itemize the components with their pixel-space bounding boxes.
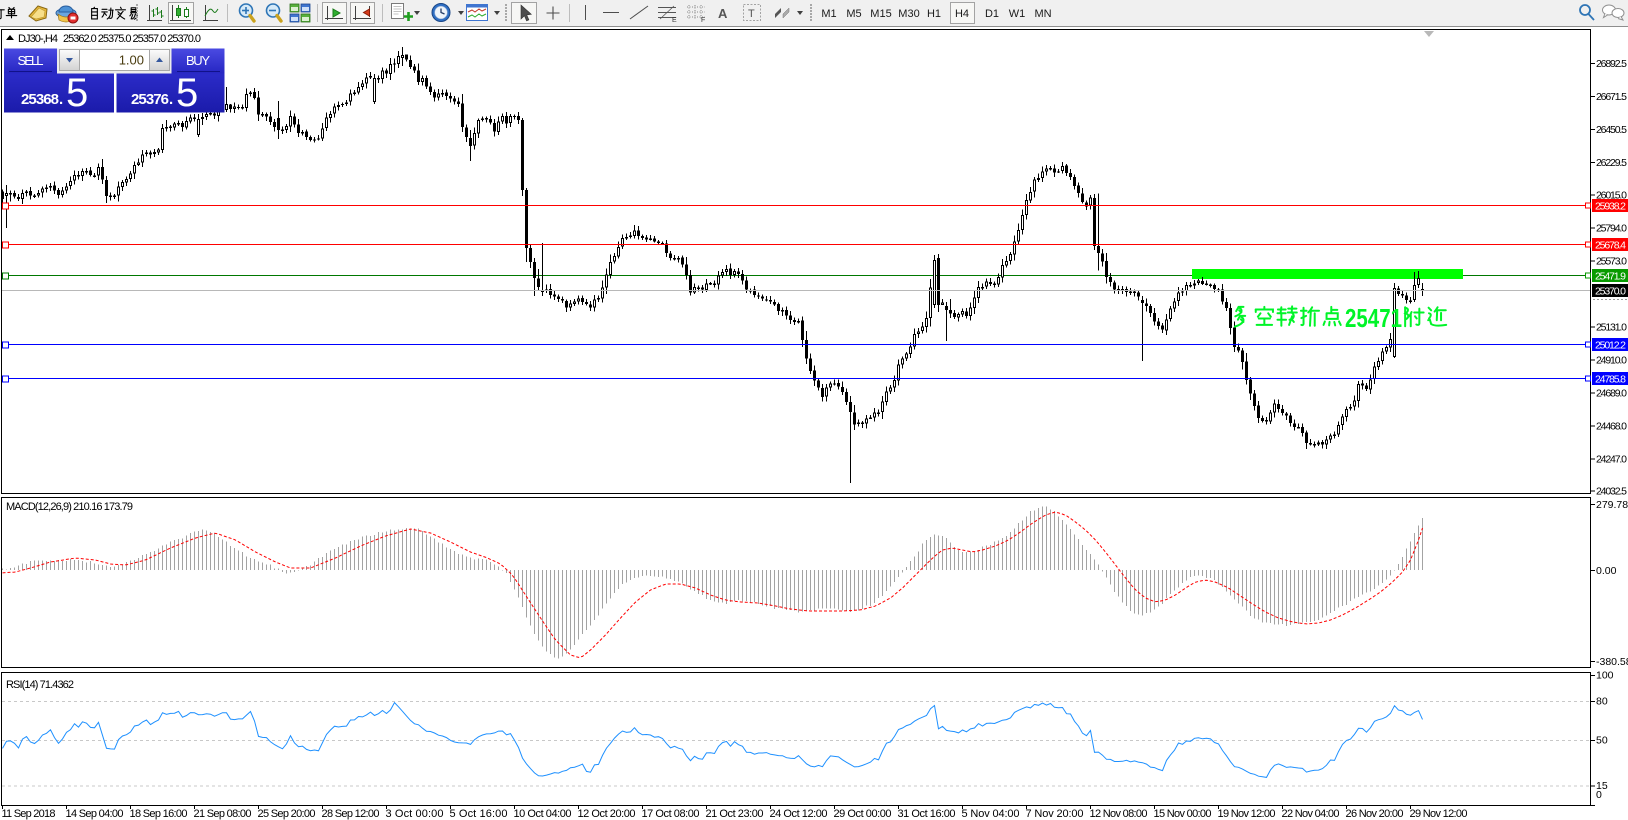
svg-text:DJ30-,H4: DJ30-,H4 (18, 33, 58, 45)
svg-text:T: T (748, 8, 755, 20)
svg-text:MN: MN (1034, 8, 1051, 20)
svg-text:279.78: 279.78 (1596, 499, 1628, 511)
svg-text:25678.4: 25678.4 (1595, 240, 1626, 252)
svg-text:19 Nov 12:00: 19 Nov 12:00 (1218, 808, 1276, 820)
svg-text:E: E (672, 17, 677, 24)
svg-text:25938.2: 25938.2 (1595, 201, 1626, 213)
svg-text:21 Sep 08:00: 21 Sep 08:00 (194, 808, 252, 820)
svg-text:80: 80 (1596, 696, 1608, 708)
svg-text:24468.0: 24468.0 (1596, 421, 1627, 433)
svg-text:D1: D1 (985, 8, 999, 20)
svg-text:A: A (718, 6, 728, 21)
svg-text:F: F (701, 17, 705, 24)
svg-text:W1: W1 (1009, 8, 1026, 20)
svg-text:24 Oct 12:00: 24 Oct 12:00 (770, 808, 828, 820)
svg-text:28 Sep 12:00: 28 Sep 12:00 (322, 808, 380, 820)
svg-text:MACD(12,26,9) 210.16 173.79: MACD(12,26,9) 210.16 173.79 (6, 501, 133, 513)
svg-text:7 Nov 20:00: 7 Nov 20:00 (1026, 808, 1084, 820)
svg-text:M30: M30 (898, 8, 919, 20)
svg-text:25362.0 25375.0 25357.0 25370.: 25362.0 25375.0 25357.0 25370.0 (63, 33, 201, 45)
svg-text:24910.0: 24910.0 (1596, 355, 1627, 367)
svg-text:24032.5: 24032.5 (1596, 486, 1627, 498)
svg-text:.: . (59, 91, 63, 108)
svg-text:25794.0: 25794.0 (1596, 222, 1627, 234)
svg-text:26892.5: 26892.5 (1596, 58, 1627, 70)
svg-text:50: 50 (1596, 735, 1608, 747)
svg-text:5 Oct 16:00: 5 Oct 16:00 (450, 808, 508, 820)
svg-text:12 Nov 08:00: 12 Nov 08:00 (1090, 808, 1148, 820)
svg-text:1.00: 1.00 (119, 53, 144, 68)
svg-text:5: 5 (176, 71, 198, 115)
svg-text:26 Nov 20:00: 26 Nov 20:00 (1346, 808, 1404, 820)
svg-text:M15: M15 (870, 8, 891, 20)
svg-text:14 Sep 04:00: 14 Sep 04:00 (66, 808, 124, 820)
svg-text:22 Nov 04:00: 22 Nov 04:00 (1282, 808, 1340, 820)
svg-text:26671.5: 26671.5 (1596, 91, 1627, 103)
svg-text:.: . (169, 91, 173, 108)
svg-text:25471: 25471 (1345, 303, 1402, 333)
svg-text:26450.5: 26450.5 (1596, 124, 1627, 136)
svg-text:24785.8: 24785.8 (1595, 374, 1626, 386)
svg-text:25471.9: 25471.9 (1595, 271, 1626, 283)
svg-text:25 Sep 20:00: 25 Sep 20:00 (258, 808, 316, 820)
svg-text:M1: M1 (821, 8, 836, 20)
svg-text:24689.0: 24689.0 (1596, 388, 1627, 400)
svg-text:25012.2: 25012.2 (1595, 340, 1626, 352)
svg-text:-380.58: -380.58 (1596, 656, 1628, 668)
svg-text:24247.0: 24247.0 (1596, 454, 1627, 466)
svg-text:25368: 25368 (21, 91, 59, 108)
svg-text:31 Oct 16:00: 31 Oct 16:00 (898, 808, 956, 820)
svg-text:RSI(14) 71.4362: RSI(14) 71.4362 (6, 679, 74, 691)
svg-text:0: 0 (1596, 789, 1602, 801)
svg-text:10 Oct 04:00: 10 Oct 04:00 (514, 808, 572, 820)
svg-text:15 Nov 00:00: 15 Nov 00:00 (1154, 808, 1212, 820)
svg-text:21 Oct 23:00: 21 Oct 23:00 (706, 808, 764, 820)
svg-text:5: 5 (66, 71, 88, 115)
svg-text:5 Nov 04:00: 5 Nov 04:00 (962, 808, 1020, 820)
svg-text:26229.5: 26229.5 (1596, 157, 1627, 169)
svg-text:SELL: SELL (18, 53, 44, 68)
svg-text:BUY: BUY (186, 53, 210, 68)
svg-text:29 Oct 00:00: 29 Oct 00:00 (834, 808, 892, 820)
svg-text:17 Oct 08:00: 17 Oct 08:00 (642, 808, 700, 820)
svg-text:15: 15 (1596, 780, 1608, 792)
svg-text:12 Oct 20:00: 12 Oct 20:00 (578, 808, 636, 820)
svg-text:H1: H1 (927, 8, 941, 20)
svg-text:29 Nov 12:00: 29 Nov 12:00 (1410, 808, 1468, 820)
svg-text:25573.0: 25573.0 (1596, 255, 1627, 267)
svg-text:11 Sep 2018: 11 Sep 2018 (2, 808, 56, 820)
svg-text:25376: 25376 (131, 91, 169, 108)
svg-text:H4: H4 (955, 8, 969, 20)
svg-text:25370.0: 25370.0 (1595, 286, 1626, 298)
svg-text:25131.0: 25131.0 (1596, 322, 1627, 334)
svg-text:3 Oct 00:00: 3 Oct 00:00 (386, 808, 444, 820)
svg-text:0.00: 0.00 (1596, 565, 1617, 577)
svg-text:100: 100 (1596, 670, 1614, 682)
svg-text:26015.0: 26015.0 (1596, 189, 1627, 201)
svg-text:M5: M5 (846, 8, 861, 20)
svg-text:18 Sep 16:00: 18 Sep 16:00 (130, 808, 188, 820)
